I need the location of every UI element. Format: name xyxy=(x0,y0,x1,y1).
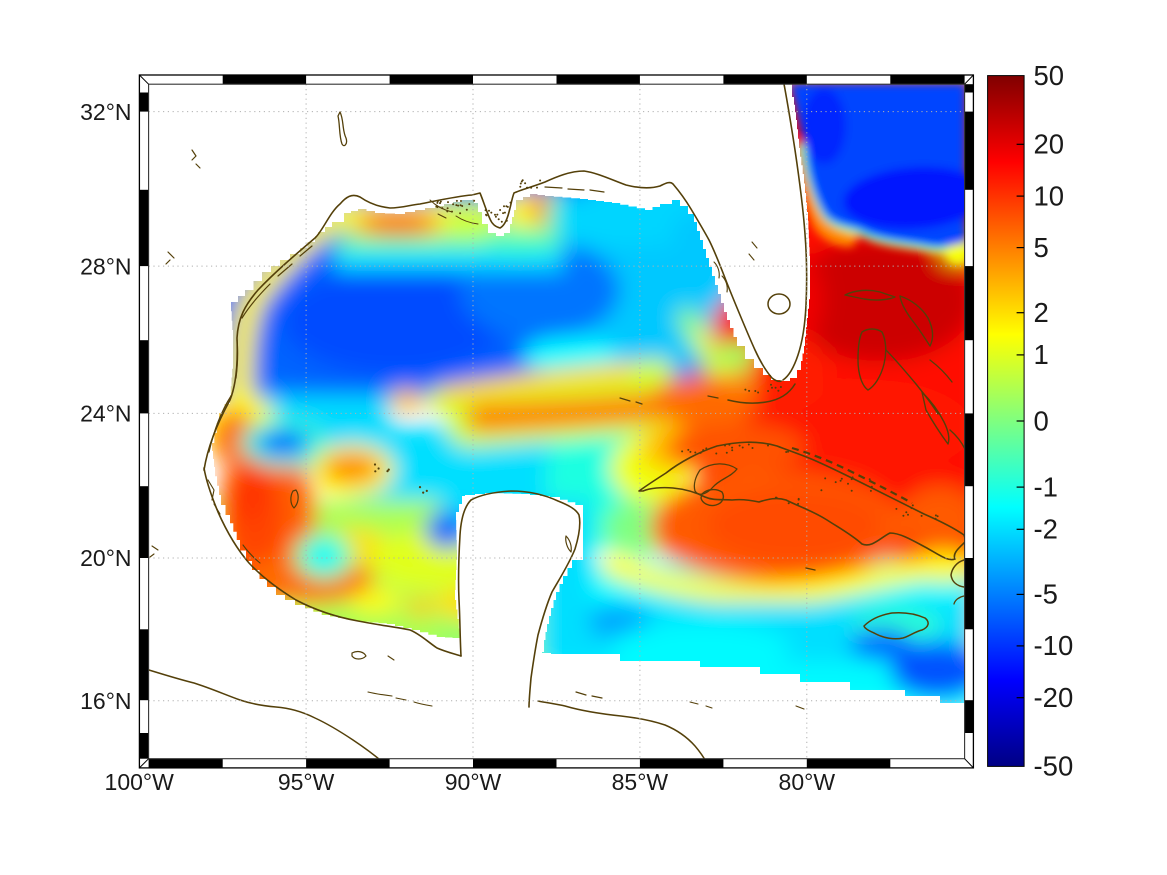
svg-text:100°W: 100°W xyxy=(105,769,175,795)
svg-text:-20: -20 xyxy=(1034,682,1074,713)
svg-text:20: 20 xyxy=(1034,129,1065,160)
svg-text:5: 5 xyxy=(1034,232,1049,263)
svg-text:10: 10 xyxy=(1034,180,1065,211)
svg-text:28°N: 28°N xyxy=(80,253,131,279)
svg-text:-1: -1 xyxy=(1034,471,1058,502)
svg-text:90°W: 90°W xyxy=(445,769,502,795)
svg-text:2: 2 xyxy=(1034,297,1049,328)
svg-text:0: 0 xyxy=(1034,405,1049,436)
svg-text:80°W: 80°W xyxy=(779,769,836,795)
svg-text:-5: -5 xyxy=(1034,579,1058,610)
svg-text:-10: -10 xyxy=(1034,630,1074,661)
svg-text:32°N: 32°N xyxy=(80,99,131,125)
svg-text:1: 1 xyxy=(1034,339,1049,370)
svg-text:50: 50 xyxy=(1034,60,1065,91)
svg-text:85°W: 85°W xyxy=(612,769,669,795)
svg-text:95°W: 95°W xyxy=(278,769,335,795)
svg-text:16°N: 16°N xyxy=(80,688,131,714)
svg-text:-2: -2 xyxy=(1034,514,1058,545)
svg-text:20°N: 20°N xyxy=(80,545,131,571)
svg-text:-50: -50 xyxy=(1034,751,1074,782)
svg-text:24°N: 24°N xyxy=(80,401,131,427)
